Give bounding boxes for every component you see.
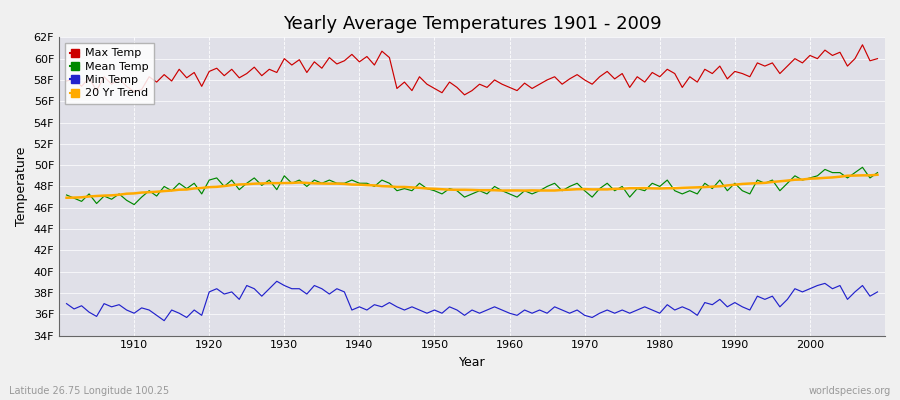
Text: Latitude 26.75 Longitude 100.25: Latitude 26.75 Longitude 100.25: [9, 386, 169, 396]
Legend: Max Temp, Mean Temp, Min Temp, 20 Yr Trend: Max Temp, Mean Temp, Min Temp, 20 Yr Tre…: [65, 43, 154, 104]
X-axis label: Year: Year: [459, 356, 485, 369]
Text: worldspecies.org: worldspecies.org: [809, 386, 891, 396]
Title: Yearly Average Temperatures 1901 - 2009: Yearly Average Temperatures 1901 - 2009: [283, 15, 662, 33]
Y-axis label: Temperature: Temperature: [15, 147, 28, 226]
